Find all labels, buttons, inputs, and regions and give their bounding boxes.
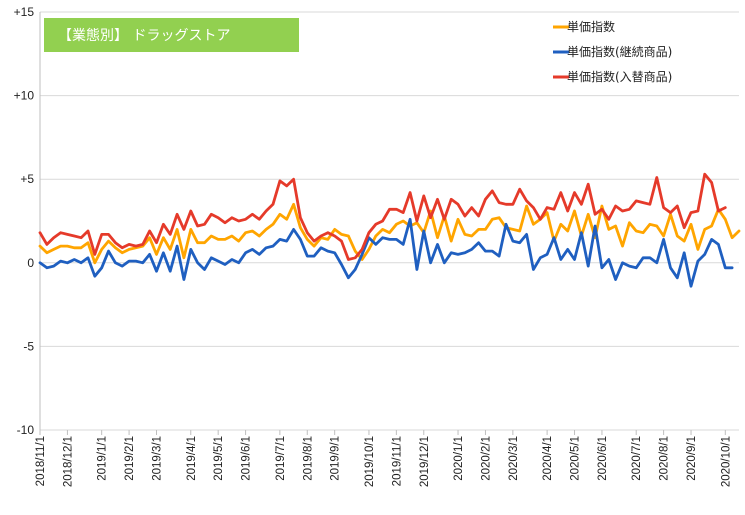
- x-tick-label: 2020/8/1: [659, 436, 671, 481]
- y-tick-label: -10: [17, 423, 35, 437]
- x-tick-label: 2019/9/1: [330, 436, 342, 481]
- y-tick-label: -5: [23, 339, 34, 353]
- x-tick-label: 2019/10/1: [364, 436, 376, 487]
- x-tick-label: 2019/4/1: [186, 436, 198, 481]
- x-tick-label: 2020/5/1: [570, 436, 582, 481]
- x-tick-label: 2020/6/1: [597, 436, 609, 481]
- x-tick-label: 2020/7/1: [631, 436, 643, 481]
- chart-title: 【業態別】 ドラッグストア: [58, 28, 230, 44]
- x-tick-label: 2019/6/1: [241, 436, 253, 481]
- y-tick-label: +5: [20, 172, 34, 186]
- x-tick-label: 2020/2/1: [480, 436, 492, 481]
- y-tick-label: +15: [14, 5, 35, 19]
- x-tick-label: 2019/7/1: [275, 436, 287, 481]
- x-tick-label: 2018/11/1: [35, 436, 47, 486]
- x-tick-label: 2019/8/1: [302, 436, 314, 481]
- y-axis-ticks: -10 -5 0 +5 +10 +15: [14, 5, 35, 437]
- x-tick-label: 2020/1/1: [453, 436, 465, 481]
- legend-label: 単価指数(入替商品): [567, 69, 672, 84]
- legend-label: 単価指数: [567, 19, 615, 34]
- series-line: [38, 217, 734, 288]
- x-axis-ticks: 2018/11/1 2018/12/1 2019/1/1 2019/2/1 2019/3…: [35, 430, 732, 487]
- x-tick-label: 2018/12/1: [62, 436, 74, 487]
- legend-label: 単価指数(継続商品): [567, 44, 672, 59]
- x-tick-label: 2019/1/1: [97, 436, 109, 481]
- x-tick-label: 2019/2/1: [124, 436, 136, 481]
- series-line: [38, 172, 727, 261]
- x-tick-label: 2019/5/1: [213, 436, 225, 481]
- series-lines: [38, 172, 741, 288]
- x-tick-label: 2019/11/1: [391, 436, 403, 486]
- chart-title-background: [44, 18, 299, 52]
- y-tick-label: +10: [14, 89, 35, 103]
- x-tick-label: 2019/12/1: [419, 436, 431, 487]
- x-tick-label: 2019/3/1: [152, 436, 164, 481]
- series-line: [38, 202, 741, 265]
- x-tick-label: 2020/4/1: [542, 436, 554, 481]
- y-tick-label: 0: [27, 256, 34, 270]
- chart-title-box: 【業態別】 ドラッグストア: [44, 18, 299, 52]
- x-tick-label: 2020/10/1: [720, 436, 732, 487]
- x-tick-label: 2020/9/1: [686, 436, 698, 481]
- x-tick-label: 2020/3/1: [508, 436, 520, 481]
